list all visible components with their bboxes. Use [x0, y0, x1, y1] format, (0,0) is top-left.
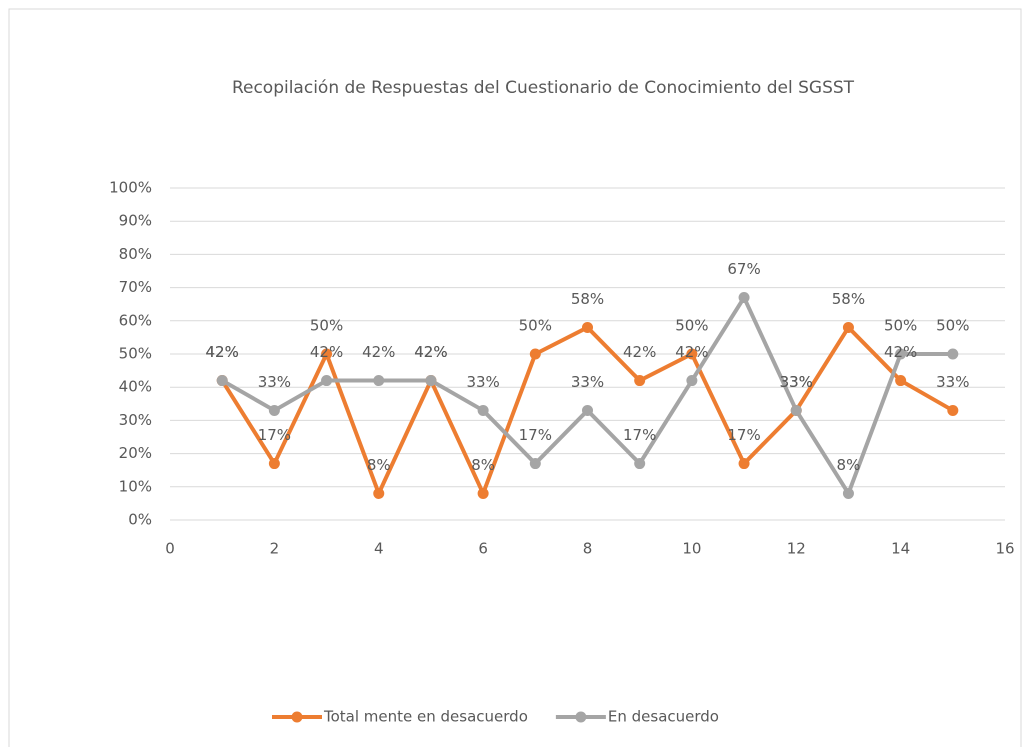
- data-point: [529, 458, 541, 470]
- data-label: 50%: [936, 317, 969, 335]
- data-point: [895, 348, 907, 360]
- y-tick-label: 90%: [119, 212, 152, 230]
- x-tick-label: 14: [891, 540, 910, 558]
- y-tick-label: 20%: [119, 444, 152, 462]
- data-point: [216, 375, 228, 387]
- data-label: 42%: [206, 343, 239, 361]
- y-tick-label: 0%: [128, 511, 152, 529]
- data-label: 58%: [571, 290, 604, 308]
- data-label: 42%: [623, 343, 656, 361]
- legend-label: En desacuerdo: [608, 708, 719, 726]
- data-label: 58%: [832, 290, 865, 308]
- data-point: [947, 404, 959, 416]
- x-tick-label: 4: [374, 540, 384, 558]
- data-label: 17%: [258, 426, 291, 444]
- y-tick-label: 50%: [119, 345, 152, 363]
- y-tick-label: 10%: [119, 477, 152, 495]
- data-point: [738, 292, 750, 304]
- x-tick-label: 16: [995, 540, 1014, 558]
- data-label: 33%: [571, 373, 604, 391]
- data-point: [582, 404, 593, 416]
- data-point: [373, 487, 385, 499]
- data-point: [790, 404, 802, 416]
- y-tick-label: 80%: [119, 245, 152, 263]
- x-tick-label: 2: [270, 540, 280, 558]
- data-point: [477, 487, 489, 499]
- data-label: 8%: [837, 456, 861, 474]
- data-label: 17%: [623, 426, 656, 444]
- y-tick-label: 30%: [119, 411, 152, 429]
- data-point: [686, 348, 698, 360]
- data-point: [634, 375, 646, 387]
- x-tick-label: 0: [165, 540, 175, 558]
- data-point: [268, 458, 280, 470]
- data-point: [895, 375, 907, 387]
- x-tick-label: 6: [478, 540, 488, 558]
- data-label: 33%: [780, 373, 813, 391]
- data-label: 33%: [258, 373, 291, 391]
- legend-label: Total mente en desacuerdo: [323, 708, 528, 726]
- data-point: [321, 375, 333, 387]
- data-point: [582, 321, 593, 333]
- y-tick-label: 70%: [119, 278, 152, 296]
- data-label: 17%: [727, 426, 760, 444]
- data-label: 8%: [367, 456, 391, 474]
- data-point: [321, 348, 333, 360]
- data-point: [947, 348, 959, 360]
- x-tick-label: 12: [787, 540, 806, 558]
- data-label: 50%: [310, 317, 343, 335]
- chart-title: Recopilación de Respuestas del Cuestiona…: [232, 78, 855, 98]
- data-label: 50%: [884, 317, 917, 335]
- data-label: 42%: [206, 343, 239, 361]
- data-point: [842, 487, 854, 499]
- data-point: [425, 375, 437, 387]
- data-point: [268, 404, 280, 416]
- x-tick-label: 10: [682, 540, 701, 558]
- y-tick-label: 60%: [119, 311, 152, 329]
- data-label: 42%: [414, 343, 447, 361]
- x-tick-label: 8: [583, 540, 593, 558]
- data-label: 50%: [519, 317, 552, 335]
- data-label: 33%: [466, 373, 499, 391]
- y-tick-label: 40%: [119, 378, 152, 396]
- y-tick-label: 100%: [109, 179, 152, 197]
- legend-marker: [291, 711, 303, 723]
- data-label: 42%: [884, 343, 917, 361]
- data-label: 42%: [675, 343, 708, 361]
- data-point: [373, 375, 385, 387]
- data-label: 50%: [675, 317, 708, 335]
- data-label: 17%: [519, 426, 552, 444]
- data-point: [842, 321, 854, 333]
- data-label: 33%: [936, 373, 969, 391]
- data-label: 42%: [310, 343, 343, 361]
- data-label: 33%: [780, 373, 813, 391]
- data-point: [738, 458, 750, 470]
- data-point: [477, 404, 489, 416]
- chart-frame: [8, 8, 1022, 747]
- data-label: 67%: [727, 260, 760, 278]
- data-point: [686, 375, 698, 387]
- data-point: [634, 458, 646, 470]
- data-point: [529, 348, 541, 360]
- data-label: 42%: [414, 343, 447, 361]
- legend-marker: [575, 711, 587, 723]
- data-label: 8%: [471, 456, 495, 474]
- data-label: 42%: [362, 343, 395, 361]
